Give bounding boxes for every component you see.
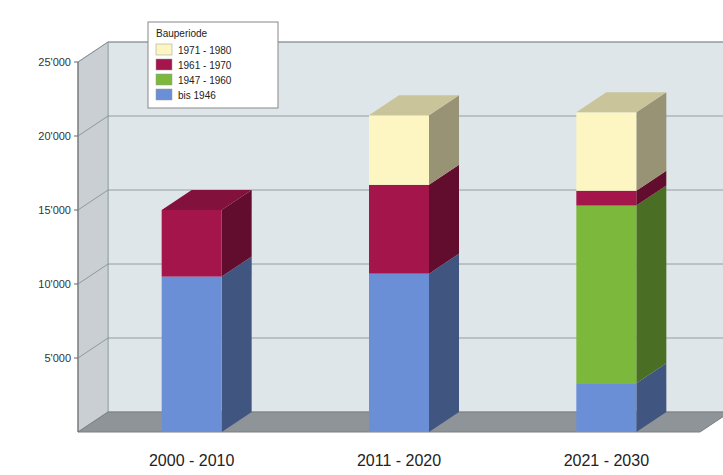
bar-segment [576,112,636,190]
side-wall [78,42,108,432]
bar-segment [162,277,222,432]
legend-box [148,22,278,108]
category-label: 2000 - 2010 [149,452,235,469]
legend-label: 1947 - 1960 [178,75,232,86]
tick-label: 10'000 [38,278,71,290]
legend-swatch [156,89,172,100]
bar-side [222,257,252,432]
category-label: 2021 - 2030 [564,452,650,469]
tick-mark [74,358,78,359]
legend-label: bis 1946 [178,90,216,101]
bar-segment [162,210,222,277]
bar-segment [576,191,636,206]
bar-segment [576,383,636,432]
chart: 5'000 10'000 15'000 20'000 25'000 2000 - 2010… [0,0,723,475]
bars [162,92,667,432]
tick-mark [74,136,78,137]
legend: Bauperiode 1971 - 1980 1961 - 1970 1947 - 1… [148,22,278,108]
tick-label: 25'000 [38,56,71,68]
category-label: 2011 - 2020 [357,452,441,469]
tick-label: 15'000 [38,204,71,216]
legend-swatch [156,44,172,55]
bar-segment [369,185,429,274]
bar-side [636,186,666,384]
legend-title: Bauperiode [156,28,208,39]
tick-label: 20'000 [38,130,71,142]
bar-top [162,190,252,210]
tick-mark [74,284,78,285]
bar-top [576,92,666,112]
legend-label: 1961 - 1970 [178,60,232,71]
legend-swatch [156,59,172,70]
bar-segment [369,274,429,432]
tick-mark [74,62,78,63]
y-axis-line [78,62,79,432]
legend-label: 1971 - 1980 [178,45,232,56]
bar-segment [369,115,429,185]
tick-label: 5'000 [44,352,71,364]
bar-side [429,254,459,432]
bar-segment [576,206,636,384]
legend-swatch [156,74,172,85]
tick-mark [74,210,78,211]
bar-top [369,95,459,115]
